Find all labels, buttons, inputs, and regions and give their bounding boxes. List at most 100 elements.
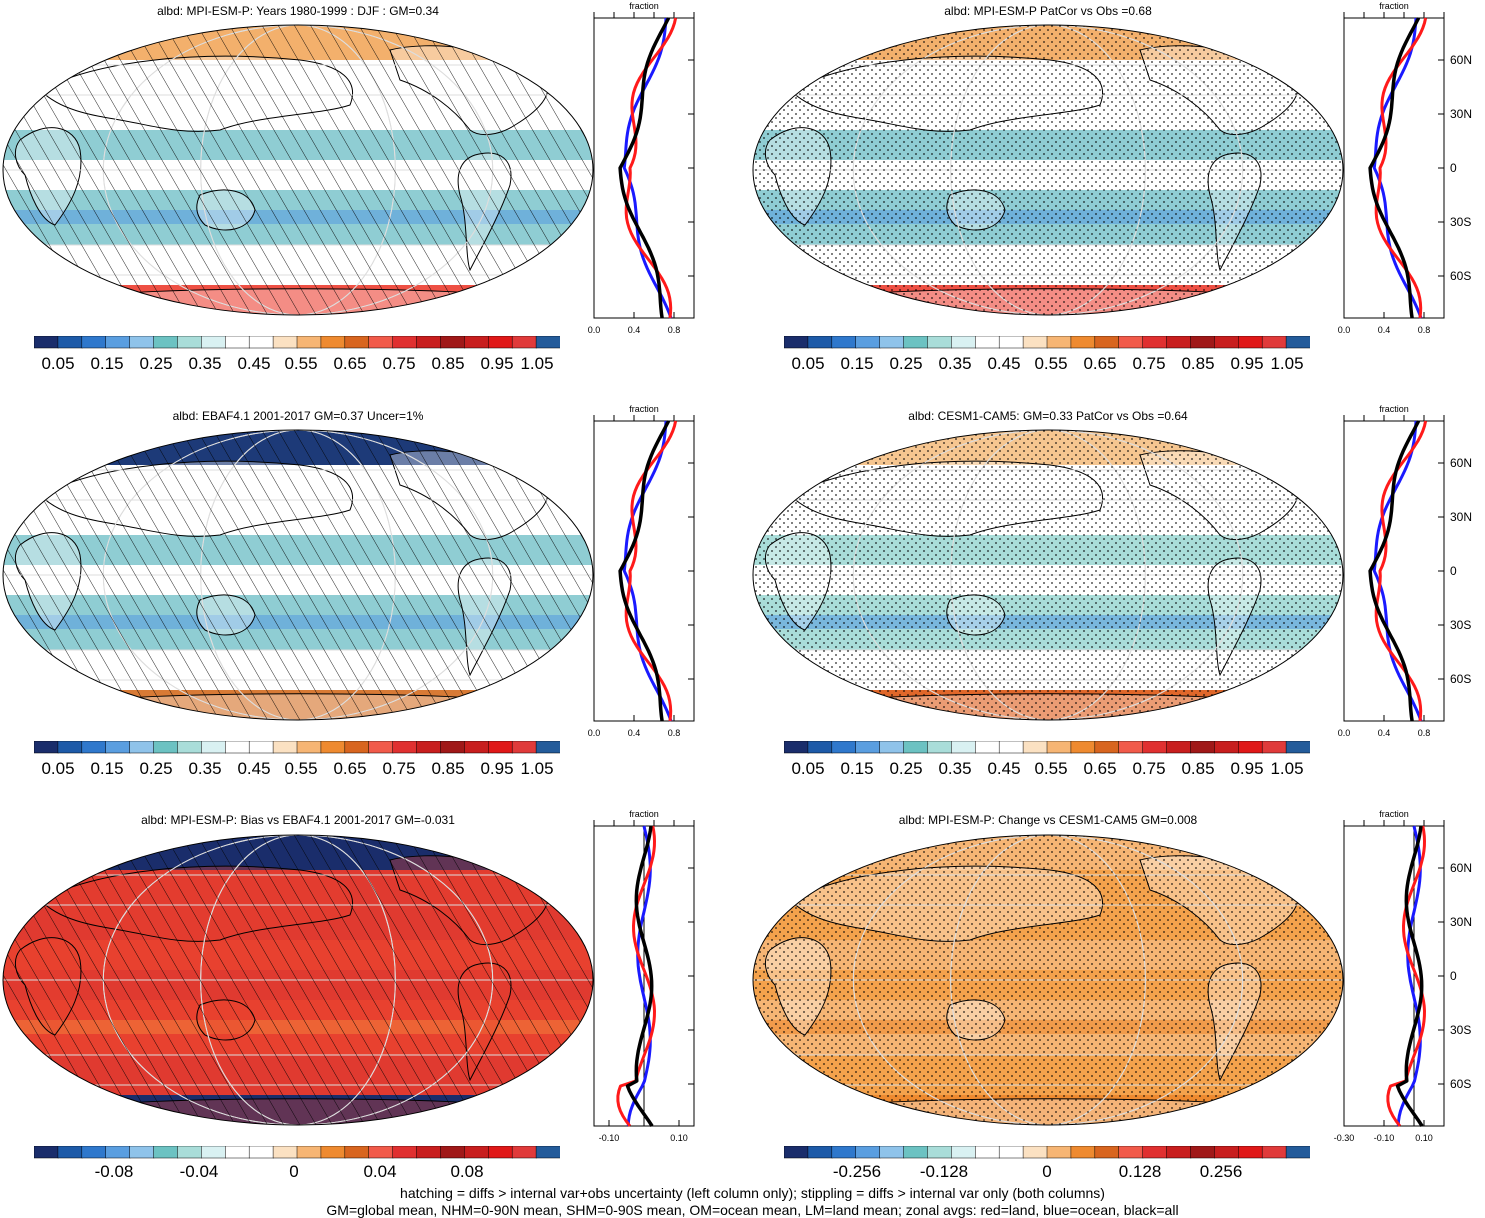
- colorbar-swatch: [975, 336, 1000, 349]
- lat-label: 60S: [1450, 1077, 1471, 1091]
- colorbar-tick-label: 1.05: [1270, 759, 1304, 778]
- colorbar-1: [34, 336, 560, 349]
- map-obs-ebaf: [2, 429, 594, 721]
- colorbar-swatch: [344, 741, 370, 754]
- colorbar-swatch: [440, 1146, 466, 1159]
- map-field: [3, 835, 593, 1125]
- colorbar-swatch: [57, 1146, 83, 1159]
- ocean-curve: [1396, 825, 1422, 1127]
- lat-label: 0: [1450, 564, 1457, 578]
- colorbar-swatch: [1261, 336, 1287, 349]
- x-label: 0.8: [668, 728, 681, 738]
- colorbar-swatch: [488, 741, 513, 754]
- colorbar-2: [784, 336, 1310, 349]
- colorbar-swatch: [296, 741, 322, 754]
- colorbar-swatch: [975, 741, 1000, 754]
- map-field: [3, 430, 593, 720]
- map-outline: [2, 24, 594, 316]
- zonal-axes: fraction 60N 30N 0 30S 60S 0.0 0.4 0.8: [1338, 404, 1472, 738]
- zonal-header: fraction: [629, 1, 659, 11]
- colorbar-swatch: [201, 336, 227, 349]
- colorbar-tick-label: 0.05: [41, 354, 75, 373]
- colorbar-6: [784, 1146, 1310, 1159]
- panel-title-5: albd: MPI-ESM-P: Bias vs EBAF4.1 2001-20…: [141, 813, 455, 827]
- colorbar-swatch: [488, 1146, 513, 1159]
- colorbar-swatch: [807, 336, 833, 349]
- colorbar-swatch: [440, 336, 466, 349]
- colorbar-swatch: [416, 1146, 442, 1159]
- lat-label: 30S: [1450, 215, 1471, 229]
- colorbar-swatch: [903, 336, 929, 349]
- x-label: 0.8: [1418, 325, 1431, 335]
- lat-label: 30N: [1450, 107, 1472, 121]
- colorbar-swatch: [1285, 336, 1310, 349]
- colorbar-tick-label: 0.35: [938, 354, 972, 373]
- x-label: 0.8: [668, 325, 681, 335]
- colorbar-swatch: [1238, 1146, 1263, 1159]
- colorbar-tick-label: 0.25: [139, 354, 173, 373]
- colorbar-swatch: [201, 1146, 227, 1159]
- stippling-overlay: [753, 430, 1343, 720]
- panel-title-1: albd: MPI-ESM-P: Years 1980-1999 : DJF :…: [157, 4, 439, 18]
- zonal-frame: [1343, 420, 1445, 722]
- colorbar-swatch: [535, 741, 560, 754]
- footer-note-1: hatching = diffs > internal var+obs unce…: [400, 1185, 1105, 1201]
- colorbar-tick-label: 0.85: [431, 759, 465, 778]
- map-outline: [752, 429, 1344, 721]
- colorbar-swatch: [1166, 336, 1192, 349]
- colorbar-swatch: [440, 741, 466, 754]
- colorbar-swatch: [34, 336, 59, 349]
- colorbar-swatch: [34, 1146, 59, 1159]
- colorbar-swatch: [1166, 741, 1192, 754]
- colorbar-swatch: [464, 741, 490, 754]
- colorbar-tick-label: 0.45: [237, 354, 271, 373]
- colorbar-tick-label: 0.15: [840, 759, 874, 778]
- x-label: 0.0: [1338, 325, 1351, 335]
- colorbar-tick-label: -0.08: [94, 1162, 134, 1181]
- colorbar-swatch: [1261, 741, 1287, 754]
- colorbar-labels-2: 0.05 0.15 0.25 0.35 0.45 0.55 0.65 0.75 0.85 0.95…: [784, 354, 1310, 376]
- colorbar-swatch: [105, 741, 131, 754]
- colorbar-swatch: [951, 336, 977, 349]
- colorbar-swatch: [248, 1146, 274, 1159]
- all-curve: [1395, 825, 1424, 1127]
- colorbar-tick-label: 0.25: [139, 759, 173, 778]
- colorbar-swatch: [927, 1146, 953, 1159]
- colorbar-swatch: [129, 741, 155, 754]
- colorbar-swatch: [296, 1146, 322, 1159]
- colorbar-swatch: [1118, 336, 1144, 349]
- colorbar-tick-label: 0.25: [889, 354, 923, 373]
- colorbar-swatch: [1238, 741, 1263, 754]
- colorbar-swatch: [392, 1146, 418, 1159]
- colorbar-swatch: [1238, 336, 1263, 349]
- colorbar-swatch: [225, 741, 250, 754]
- colorbar-swatch: [129, 336, 155, 349]
- map-cesm: [752, 429, 1344, 721]
- lat-label: 60S: [1450, 672, 1471, 686]
- colorbar-tick-label: 0.04: [363, 1162, 397, 1181]
- colorbar-swatch: [1261, 1146, 1287, 1159]
- all-curve: [1368, 420, 1421, 722]
- map-field: [753, 835, 1343, 1125]
- colorbar-swatch: [177, 336, 203, 349]
- colorbar-tick-label: 0.45: [987, 759, 1021, 778]
- colorbar-tick-label: 1.05: [1270, 354, 1304, 373]
- colorbar-swatch: [1142, 741, 1168, 754]
- lat-label: 30N: [1450, 915, 1472, 929]
- colorbar-tick-label: 0: [289, 1162, 299, 1181]
- colorbar-tick-label: 0.45: [237, 759, 271, 778]
- zonal-header: fraction: [629, 404, 659, 414]
- colorbar-tick-label: 0.55: [1034, 354, 1068, 373]
- colorbar-labels-5: -0.08 -0.04 0 0.04 0.08: [34, 1162, 560, 1184]
- panel-title-4: albd: CESM1-CAM5: GM=0.33 PatCor vs Obs …: [908, 409, 1188, 423]
- colorbar-swatch: [1142, 336, 1168, 349]
- x-label: 0.4: [628, 728, 641, 738]
- zonal-frame: [593, 17, 695, 319]
- colorbar-swatch: [105, 336, 131, 349]
- colorbar-tick-label: 0.05: [791, 354, 825, 373]
- map-change: [752, 834, 1344, 1126]
- colorbar-swatch: [57, 336, 83, 349]
